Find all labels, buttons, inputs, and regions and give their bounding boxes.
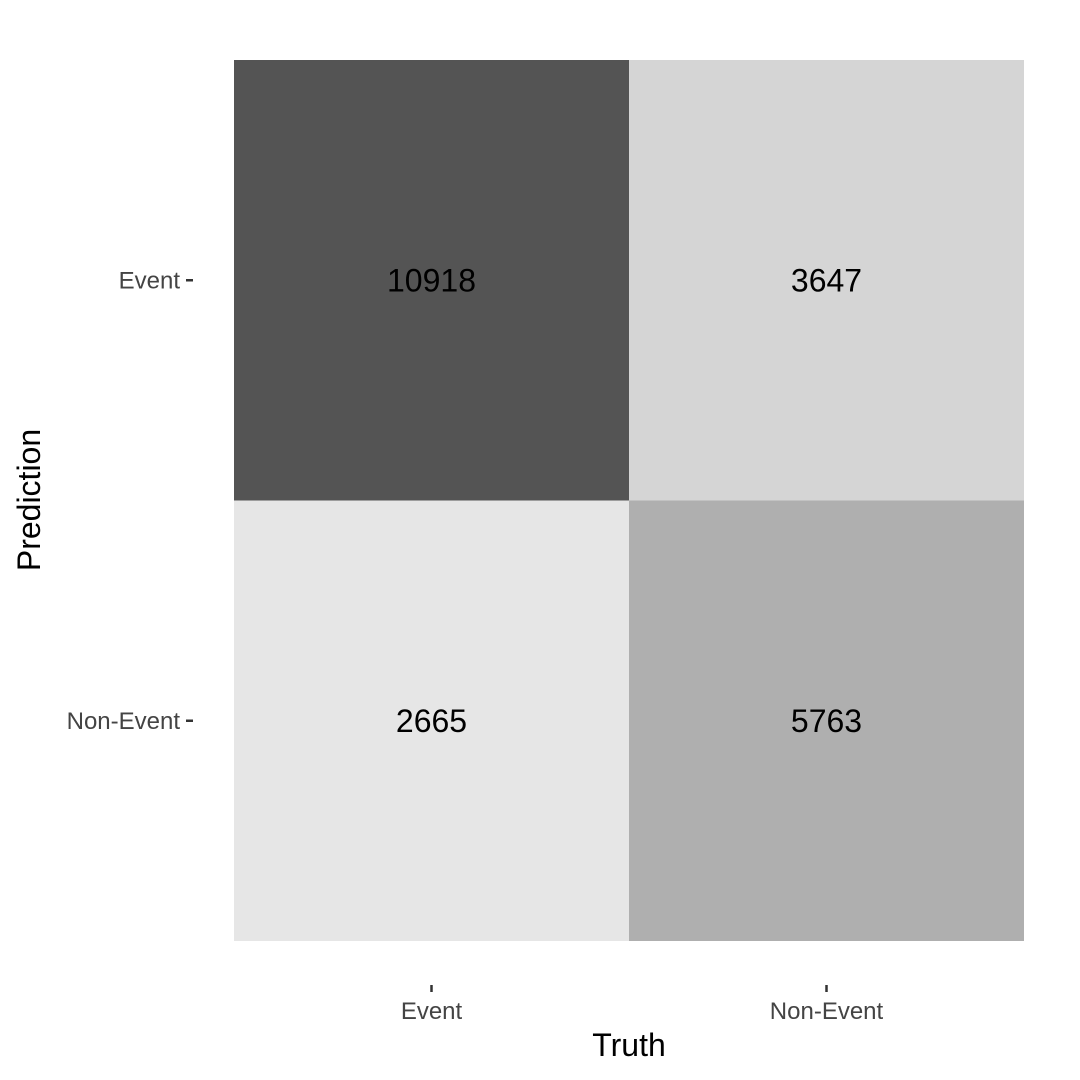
cell-value-label-r0-c0: 10918: [387, 262, 476, 298]
heatmap-cell-r0-c1: [629, 60, 1024, 501]
heatmap-cells: [234, 60, 1024, 941]
heatmap-cell-r0-c0: [234, 60, 629, 501]
cell-value-label-r1-c0: 2665: [396, 703, 467, 739]
x-axis-ticks: Event Non-Event: [401, 985, 884, 1025]
x-tick-label-0: Event: [401, 998, 463, 1025]
cell-value-label-r1-c1: 5763: [791, 703, 862, 739]
y-axis-ticks: Event Non-Event: [67, 267, 193, 735]
heatmap-cell-r1-c1: [629, 500, 1024, 941]
x-tick-label-1: Non-Event: [770, 998, 884, 1025]
heatmap-cell-r1-c0: [234, 500, 629, 941]
y-tick-label-0: Event: [119, 267, 181, 294]
x-axis-title: Truth: [592, 1027, 666, 1063]
heatmap-cell-labels: 10918 3647 2665 5763: [387, 262, 862, 739]
y-tick-label-1: Non-Event: [67, 708, 181, 735]
cell-value-label-r0-c1: 3647: [791, 262, 862, 298]
y-axis-title: Prediction: [11, 429, 47, 571]
